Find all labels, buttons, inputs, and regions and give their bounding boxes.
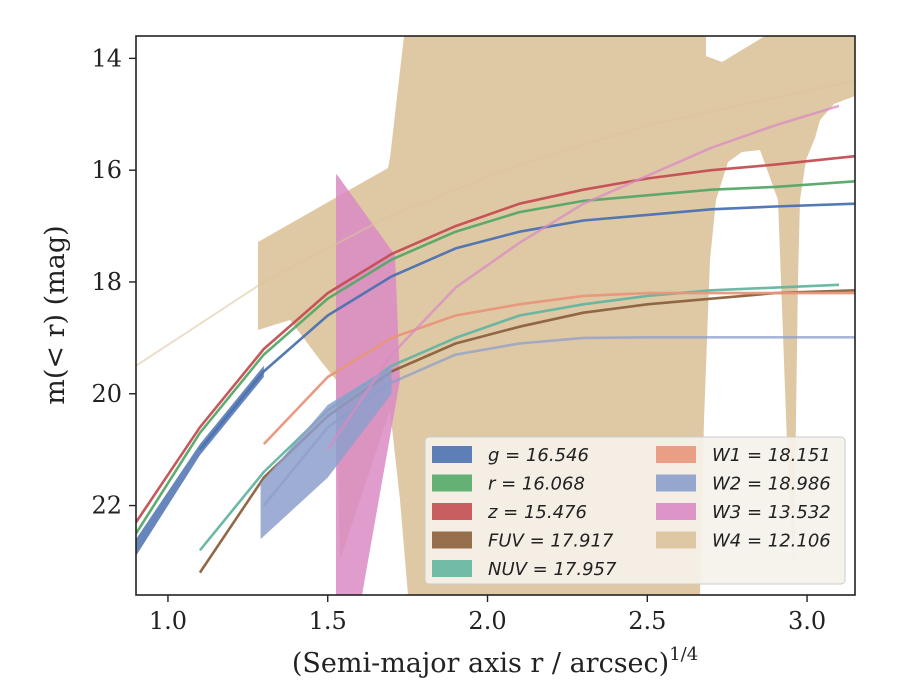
- legend-box: [424, 436, 846, 585]
- nuv-legend-swatch: [432, 560, 472, 577]
- nuv-legend-label: NUV = 17.957: [488, 559, 617, 580]
- g-legend-label: g = 16.546: [488, 445, 589, 466]
- x-tick-label: 2.0: [468, 607, 506, 635]
- w3-line: [326, 104, 840, 451]
- w1-legend-swatch: [656, 446, 696, 463]
- w4-line: [136, 79, 855, 367]
- y-tick-label: 16: [91, 156, 122, 184]
- legend: g = 16.546 r = 16.068 z = 15.476 FUV = 17.9…: [424, 436, 846, 585]
- w4-legend-swatch: [656, 531, 696, 549]
- y-tick-label: 22: [91, 492, 122, 520]
- y-tick-label: 14: [91, 44, 122, 72]
- x-tick-label: 2.5: [628, 607, 666, 635]
- w2-legend-label: W2 = 18.986: [712, 474, 831, 495]
- y-tick-label: 18: [91, 268, 122, 296]
- w1-legend-label: W1 = 18.151: [712, 445, 831, 466]
- w3-legend-swatch: [656, 503, 696, 520]
- w1-line: [262, 291, 855, 445]
- z-legend-swatch: [432, 503, 472, 520]
- r-line: [136, 180, 855, 535]
- g-legend-swatch: [432, 446, 472, 463]
- w2-line: [262, 335, 855, 507]
- r-legend-label: r = 16.068: [488, 474, 585, 495]
- r-legend-swatch: [432, 474, 472, 492]
- fuv-legend-swatch: [432, 531, 472, 549]
- z-line: [136, 154, 855, 524]
- x-tick-label: 1.0: [149, 607, 187, 635]
- fuv-legend-label: FUV = 17.917: [488, 531, 614, 552]
- y-axis-title: m(< r) (mag): [40, 225, 71, 404]
- x-axis-title: (Semi-major axis r / arcsec)1/4: [292, 644, 698, 679]
- plot-frame: [135, 35, 856, 596]
- g-band: [136, 365, 264, 556]
- x-tick-label: 3.0: [788, 607, 826, 635]
- g-line: [198, 202, 855, 451]
- w4-band: [258, 36, 855, 595]
- w3-legend-label: W3 = 13.532: [712, 502, 831, 523]
- w2-legend-swatch: [656, 474, 696, 492]
- w2-band: [260, 365, 392, 540]
- y-tick-label: 20: [91, 380, 122, 408]
- x-axis-title-superscript: 1/4: [669, 644, 698, 665]
- x-tick-label: 1.5: [309, 607, 347, 635]
- w4-legend-label: W4 = 12.106: [712, 531, 831, 552]
- z-legend-label: z = 15.476: [487, 502, 587, 523]
